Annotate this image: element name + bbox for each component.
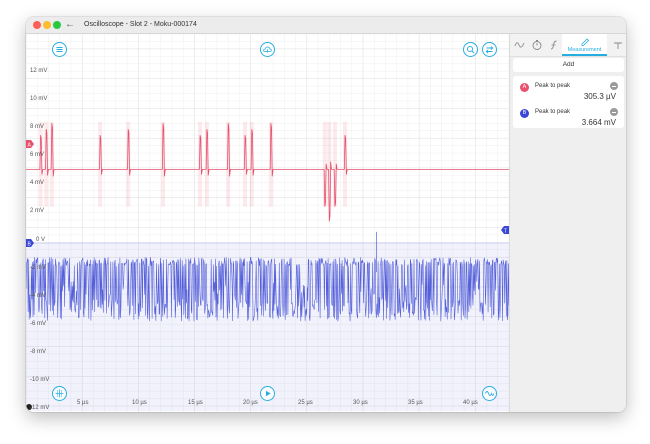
channel-a-spike: [327, 121, 332, 207]
tab-measurement[interactable]: Measurement: [562, 34, 607, 56]
channel-a-spike: [226, 121, 231, 207]
sidebar-tabs: Measurement: [510, 34, 626, 57]
channel-b-offset-marker[interactable]: B: [26, 239, 34, 248]
y-tick-label: 8 mV: [30, 124, 45, 130]
y-tick-label: 12 mV: [30, 68, 48, 74]
channel-a-spike: [243, 121, 248, 207]
channel-a-spike: [204, 121, 209, 207]
channel-a-spike: [49, 121, 54, 207]
measurement-name: Peak to peak: [535, 109, 571, 115]
y-tick-label: 10 mV: [30, 96, 48, 102]
channel-a-line: [26, 123, 509, 222]
x-tick-label: 20 µs: [243, 400, 258, 406]
zoom-icon: [466, 45, 475, 54]
back-arrow-icon[interactable]: ←: [65, 19, 75, 30]
x-tick-label: 15 µs: [188, 400, 203, 406]
channel-a-spike: [126, 121, 131, 207]
add-measurement-button[interactable]: Add: [513, 58, 624, 72]
swap-icon: [485, 46, 494, 54]
remove-measurement-icon[interactable]: [610, 108, 618, 116]
control-sidebar: Measurement Add A Peak to peak 305.3 µV …: [509, 34, 626, 412]
run-stop-button[interactable]: [260, 386, 275, 401]
tab-channels[interactable]: [511, 34, 528, 56]
measurement-item[interactable]: B Peak to peak 3.664 mV: [513, 104, 624, 127]
measurement-value: 3.664 mV: [581, 118, 616, 127]
y-tick-label: -8 mV: [30, 349, 47, 355]
channel-a-marker-label: A: [28, 143, 32, 149]
channel-a-offset-marker[interactable]: A: [26, 140, 34, 149]
window-title: Oscilloscope - Slot 2 - Moku-000174: [84, 21, 197, 28]
waveform-button[interactable]: [482, 386, 497, 401]
channel-a-spike: [332, 121, 337, 207]
maximize-window-button[interactable]: [53, 21, 61, 29]
channel-b-marker-label: B: [28, 242, 32, 248]
close-window-button[interactable]: [33, 21, 41, 29]
play-icon: [266, 390, 271, 397]
channel-a-badge: A: [520, 83, 529, 92]
cloud-upload-icon: [263, 46, 272, 53]
menu-icon: [56, 47, 63, 52]
app-window: ← Oscilloscope - Slot 2 - Moku-000174 A …: [26, 17, 626, 412]
channel-b-badge: B: [520, 109, 529, 118]
trigger-marker-label: T: [504, 229, 507, 235]
crosshair-button[interactable]: [52, 386, 67, 401]
waveform-icon: [485, 391, 494, 396]
measurement-name: Peak to peak: [535, 83, 571, 89]
channel-a-spike: [322, 121, 327, 207]
channel-a-spike: [44, 121, 49, 207]
tab-measurement-label: Measurement: [567, 46, 602, 53]
minimize-window-button[interactable]: [43, 21, 51, 29]
y-tick-label: 2 mV: [30, 208, 45, 214]
channel-a-spike: [343, 121, 348, 207]
y-tick-label: 4 mV: [30, 180, 45, 186]
tab-trigger[interactable]: [609, 34, 626, 56]
oscilloscope-plot[interactable]: A B T 12 mV 10 mV 8 mV 6 mV 4 mV 2 mV 0 …: [26, 34, 509, 412]
time-origin-marker[interactable]: [26, 404, 32, 410]
channel-a-spike: [249, 121, 254, 207]
remove-measurement-icon[interactable]: [610, 82, 618, 90]
y-tick-label: 6 mV: [30, 152, 45, 158]
x-tick-label: 25 µs: [298, 400, 313, 406]
channel-a-spike: [38, 121, 43, 207]
x-tick-label: 10 µs: [132, 400, 147, 406]
channel-a-spike: [268, 121, 273, 207]
y-tick-label: -4 mV: [30, 293, 47, 299]
scope-canvas[interactable]: A B T: [26, 34, 509, 412]
y-tick-label: -6 mV: [30, 321, 47, 327]
crosshair-icon: [55, 389, 64, 398]
y-tick-label: -2 mV: [30, 265, 47, 271]
channel-b-line: [26, 256, 509, 322]
measurement-icon: [581, 37, 589, 46]
x-tick-label: 40 µs: [463, 400, 478, 406]
channel-a-spike: [198, 121, 203, 207]
channel-b-region: [26, 243, 509, 411]
channel-b-trace: [26, 231, 509, 322]
x-tick-label: 5 µs: [77, 400, 89, 406]
trigger-level-marker[interactable]: T: [501, 226, 509, 235]
measurement-item[interactable]: A Peak to peak 305.3 µV: [513, 78, 624, 101]
timebase-icon: [532, 40, 541, 50]
title-bar: ← Oscilloscope - Slot 2 - Moku-000174: [26, 17, 626, 34]
waveform-icon: [514, 42, 524, 48]
y-tick-label: -12 mV: [30, 405, 50, 411]
tab-timebase[interactable]: [528, 34, 545, 56]
cloud-upload-button[interactable]: [260, 42, 275, 57]
zoom-button[interactable]: [463, 42, 478, 57]
swap-button[interactable]: [482, 42, 497, 57]
tab-math[interactable]: [545, 34, 562, 56]
y-tick-label: 0 V: [36, 237, 46, 243]
measurement-value: 305.3 µV: [583, 92, 616, 101]
menu-button[interactable]: [52, 42, 67, 57]
channel-a-trace: [26, 121, 509, 222]
channel-a-spike: [98, 121, 103, 207]
x-tick-label: 30 µs: [353, 400, 368, 406]
x-tick-label: 35 µs: [408, 400, 423, 406]
channel-a-spike: [161, 121, 166, 207]
y-tick-label: -10 mV: [30, 377, 50, 383]
math-icon: [550, 40, 557, 50]
trigger-icon: [613, 42, 622, 49]
measurement-list: A Peak to peak 305.3 µV B Peak to peak 3…: [513, 76, 624, 128]
